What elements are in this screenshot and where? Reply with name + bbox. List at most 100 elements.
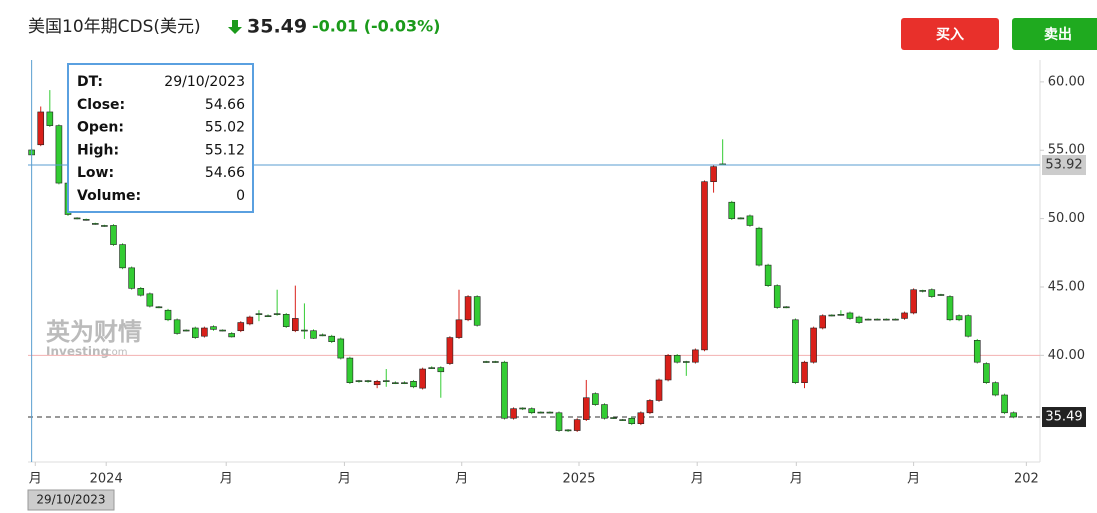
- candle-body: [655, 379, 663, 401]
- candle-body: [992, 382, 999, 396]
- last-price-box: [1042, 407, 1086, 428]
- candle-body: [492, 361, 499, 363]
- candle-body: [137, 288, 145, 296]
- tooltip-value: 54.66: [205, 97, 245, 113]
- candle-body: [692, 349, 699, 363]
- down-arrow-icon: [228, 20, 242, 34]
- candle-body: [683, 361, 690, 363]
- candle-body: [519, 407, 526, 410]
- candle-body: [46, 111, 54, 126]
- candle-body: [764, 264, 772, 286]
- candle-body: [892, 318, 899, 321]
- candle-body: [628, 417, 636, 425]
- tooltip-key: Close:: [77, 97, 125, 113]
- candle-body: [246, 316, 254, 325]
- tooltip-key: High:: [77, 142, 119, 158]
- candle-body: [292, 318, 299, 332]
- candle-body: [701, 181, 708, 351]
- candle-body: [619, 419, 626, 421]
- candle-body: [319, 334, 326, 337]
- x-tick-label: 月: [907, 472, 920, 487]
- candle-body: [337, 338, 345, 359]
- candle-body: [455, 319, 463, 338]
- candle-body: [173, 319, 181, 334]
- candle-body: [446, 337, 454, 364]
- crosshair-date-label: 29/10/2023: [36, 493, 105, 507]
- tooltip-value: 54.66: [205, 165, 245, 181]
- candle-body: [901, 312, 908, 319]
- crosshair-value-label: 53.92: [1045, 158, 1082, 173]
- tooltip-value: 29/10/2023: [164, 74, 245, 90]
- crosshair-date-box: [27, 489, 115, 511]
- candle-body: [410, 381, 417, 388]
- candle-body: [855, 316, 863, 323]
- candle-body: [573, 419, 581, 431]
- price-change: -0.01 (-0.03%): [312, 17, 440, 36]
- candle-body: [437, 367, 445, 373]
- watermark-domain: .com: [103, 347, 128, 358]
- sell-label[interactable]: 卖出: [1044, 26, 1072, 43]
- candle-body: [219, 329, 226, 332]
- x-tick-label: 月: [455, 472, 468, 487]
- candle-body: [1001, 394, 1008, 414]
- tooltip-key: DT:: [77, 74, 103, 90]
- candle-body: [773, 285, 781, 308]
- candle-body: [301, 329, 308, 332]
- candle-body: [73, 217, 81, 220]
- buy-button[interactable]: [901, 18, 999, 50]
- candle-body: [864, 318, 872, 321]
- x-tick-label: 月: [790, 472, 803, 487]
- tooltip-value: 0: [236, 188, 245, 204]
- sell-button[interactable]: [1012, 18, 1097, 50]
- candle-body: [983, 363, 990, 383]
- x-tick-label: 2024: [90, 472, 123, 487]
- candle-body: [428, 367, 436, 369]
- candle-body: [973, 340, 981, 363]
- candle-body: [401, 382, 408, 384]
- candle-body: [546, 411, 554, 414]
- candle-body: [964, 315, 972, 337]
- candle-body: [801, 361, 808, 383]
- candle-body: [819, 315, 826, 329]
- x-tick-label: 月: [220, 472, 233, 487]
- y-tick-label: 60.00: [1048, 74, 1085, 89]
- candle-body: [955, 315, 963, 321]
- candle-body: [637, 412, 645, 425]
- candle-body: [346, 357, 354, 383]
- tooltip-key: Open:: [77, 120, 124, 136]
- candle-body: [528, 408, 536, 414]
- candle-body: [664, 355, 672, 381]
- candle-body: [310, 330, 317, 339]
- candle-body: [192, 327, 199, 338]
- candle-body: [873, 318, 881, 321]
- candle-body: [328, 335, 335, 342]
- tooltip-key: Low:: [77, 165, 114, 181]
- buy-label[interactable]: 买入: [936, 27, 964, 43]
- candle-body: [928, 289, 936, 297]
- y-tick-label: 55.00: [1048, 143, 1085, 158]
- y-tick-label: 40.00: [1048, 348, 1085, 363]
- tooltip-value: 55.12: [205, 142, 245, 158]
- candle-body: [155, 306, 163, 309]
- candle-body: [101, 225, 108, 227]
- candle-body: [837, 314, 845, 316]
- candle-body: [610, 417, 617, 419]
- candle-body: [482, 361, 490, 363]
- watermark-site: Investing: [46, 345, 109, 359]
- candle-body: [473, 296, 481, 326]
- candle-body: [373, 381, 381, 386]
- candle-body: [282, 314, 290, 327]
- crosshair-value-box: [1042, 155, 1086, 176]
- candle-body: [601, 404, 608, 419]
- candle-body: [910, 289, 917, 314]
- candle-body: [164, 309, 172, 321]
- candle-body: [201, 327, 208, 337]
- candle-body: [537, 411, 545, 414]
- candle-body: [646, 400, 654, 414]
- x-tick-label: 月: [691, 472, 704, 487]
- x-tick-label: 月: [29, 472, 42, 487]
- last-price: 35.49: [247, 16, 307, 38]
- candle-body: [673, 355, 681, 363]
- candle-body: [146, 293, 154, 307]
